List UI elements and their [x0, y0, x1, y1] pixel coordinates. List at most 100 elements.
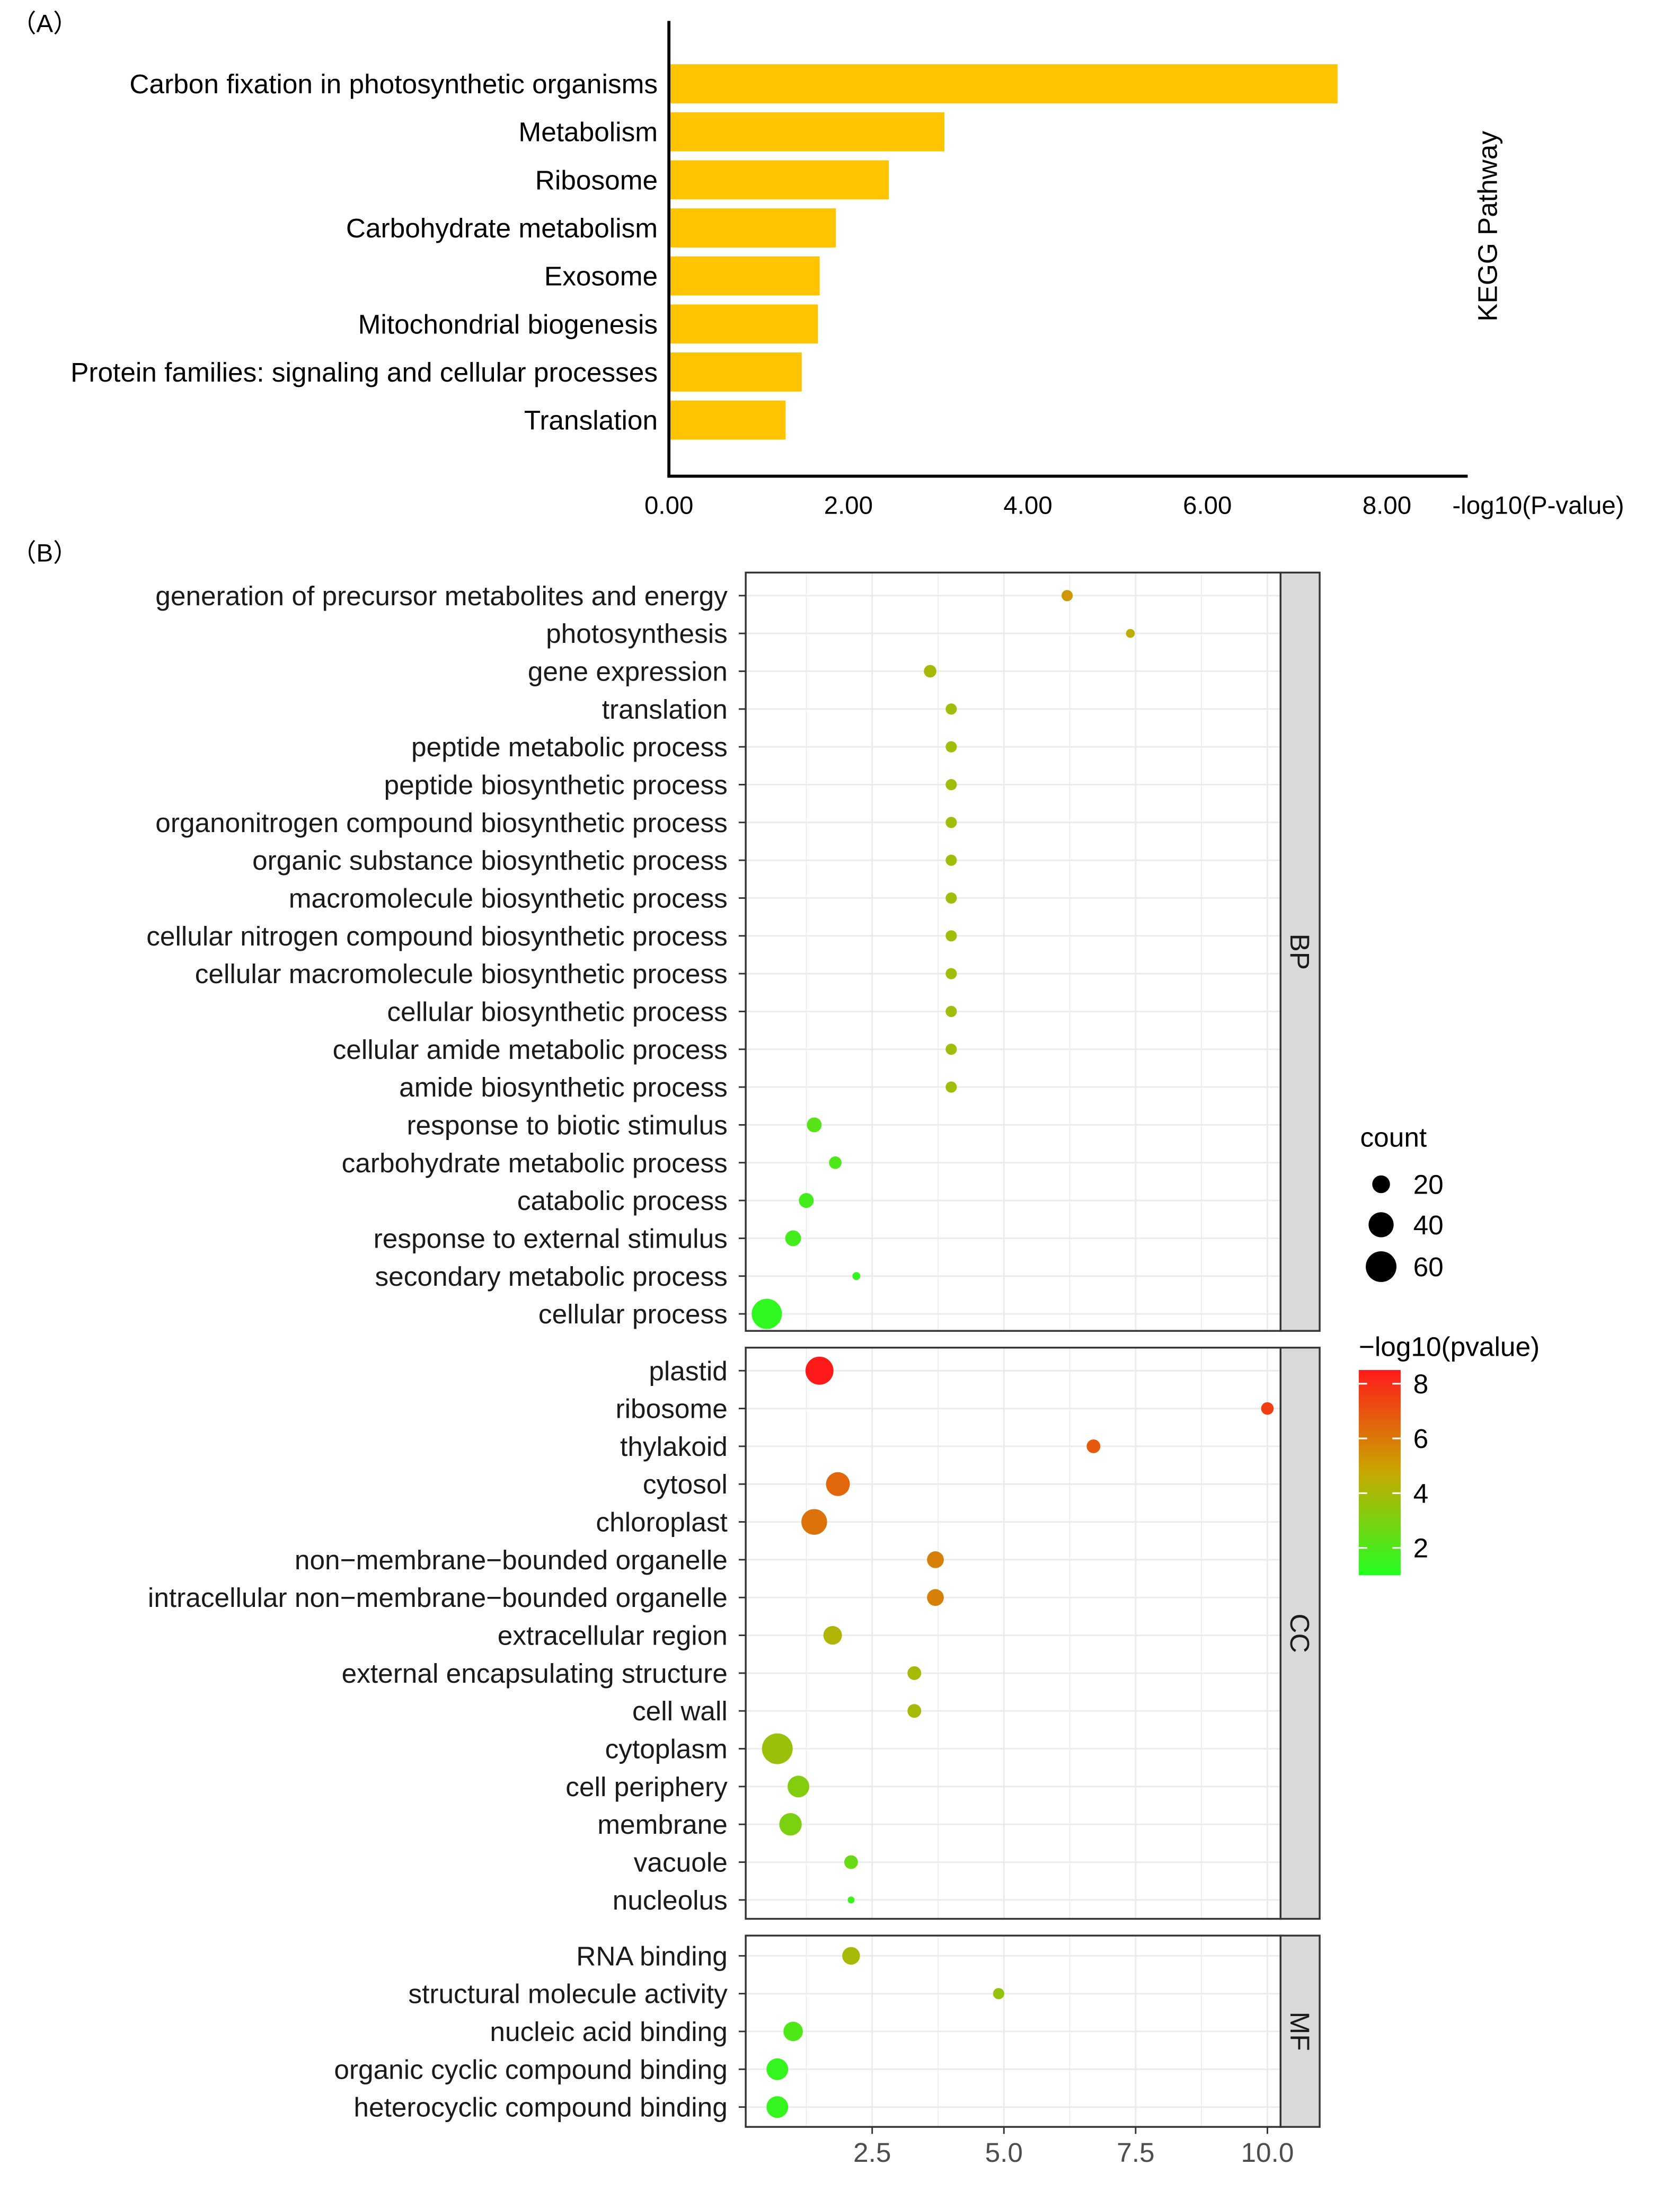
point-response-to-external-stimulus: [785, 1230, 801, 1247]
term-label-external-encapsulating-structure: external encapsulating structure: [342, 1658, 728, 1689]
term-label-organic-substance-biosynthetic-process: organic substance biosynthetic process: [252, 845, 728, 876]
size-legend-label: 60: [1413, 1251, 1444, 1282]
bar-label-ribosome: Ribosome: [535, 164, 658, 195]
bar-label-exosome: Exosome: [544, 261, 658, 291]
term-label-cellular-nitrogen-compound-biosynthetic-process: cellular nitrogen compound biosynthetic …: [146, 921, 728, 951]
point-amide-biosynthetic-process: [945, 1081, 957, 1093]
kegg-x-tick-label: 8.00: [1363, 492, 1411, 520]
bar-metabolism: [669, 112, 945, 152]
term-label-cytoplasm: cytoplasm: [605, 1734, 728, 1764]
bar-ribosome: [669, 160, 889, 200]
panel-b-label: （B）: [11, 539, 78, 567]
term-label-macromolecule-biosynthetic-process: macromolecule biosynthetic process: [289, 882, 728, 913]
term-label-organic-cyclic-compound-binding: organic cyclic compound binding: [334, 2054, 728, 2084]
bar-protein-families-signaling-and-cellular-processes: [669, 352, 802, 392]
point-cytosol: [826, 1472, 850, 1496]
point-thylakoid: [1086, 1439, 1101, 1453]
kegg-x-tick-label: 0.00: [644, 492, 693, 520]
bar-label-metabolism: Metabolism: [518, 117, 658, 147]
term-label-cell-periphery: cell periphery: [565, 1771, 728, 1802]
point-heterocyclic-compound-binding: [766, 2096, 789, 2118]
point-rna-binding: [842, 1947, 860, 1965]
term-label-gene-expression: gene expression: [528, 656, 728, 686]
kegg-x-tick-label: 4.00: [1003, 492, 1052, 520]
color-legend-title: −log10(pvalue): [1359, 1331, 1540, 1362]
point-plastid: [805, 1356, 834, 1385]
size-legend-dot-40: [1368, 1212, 1394, 1238]
point-generation-of-precursor-metabolites-and-energy: [1062, 590, 1073, 602]
color-legend-label: 8: [1413, 1368, 1429, 1399]
bar-label-mitochondrial-biogenesis: Mitochondrial biogenesis: [358, 308, 658, 339]
point-chloroplast: [801, 1509, 827, 1535]
point-organic-substance-biosynthetic-process: [945, 854, 957, 866]
term-label-extracellular-region: extracellular region: [498, 1620, 728, 1651]
bar-carbohydrate-metabolism: [669, 208, 836, 248]
term-label-thylakoid: thylakoid: [620, 1431, 728, 1462]
term-label-cellular-biosynthetic-process: cellular biosynthetic process: [387, 996, 728, 1027]
point-cellular-process: [751, 1298, 782, 1329]
point-photosynthesis: [1126, 629, 1135, 638]
kegg-x-axis-title: -log10(P-value): [1452, 492, 1624, 520]
bar-label-translation: Translation: [524, 405, 658, 436]
kegg-bar-chart: Carbon fixation in photosynthetic organi…: [70, 21, 1624, 520]
size-legend-dot-20: [1372, 1175, 1390, 1194]
point-cellular-amide-metabolic-process: [945, 1044, 957, 1055]
facet-strip: [1279, 1934, 1321, 2128]
term-label-cell-wall: cell wall: [632, 1695, 728, 1726]
point-catabolic-process: [799, 1193, 814, 1208]
point-gene-expression: [924, 665, 936, 678]
size-legend-dot-60: [1366, 1251, 1396, 1282]
point-nucleolus: [847, 1896, 855, 1904]
point-peptide-biosynthetic-process: [945, 779, 957, 791]
kegg-y-axis-title: KEGG Pathway: [1472, 131, 1503, 322]
facet-panel-background: [746, 572, 1281, 1331]
term-label-cytosol: cytosol: [643, 1469, 728, 1499]
color-legend-bar: [1358, 1369, 1401, 1576]
x-tick-label: 10.0: [1241, 2137, 1294, 2168]
kegg-x-tick-label: 6.00: [1183, 492, 1232, 520]
term-label-amide-biosynthetic-process: amide biosynthetic process: [399, 1072, 728, 1102]
point-secondary-metabolic-process: [852, 1272, 861, 1280]
point-intracellular-non-membrane-bounded-organelle: [927, 1589, 944, 1606]
point-cellular-biosynthetic-process: [945, 1005, 957, 1018]
x-tick-label: 7.5: [1117, 2137, 1154, 2168]
term-label-heterocyclic-compound-binding: heterocyclic compound binding: [353, 2092, 727, 2123]
point-cellular-macromolecule-biosynthetic-process: [945, 968, 957, 979]
term-label-response-to-biotic-stimulus: response to biotic stimulus: [406, 1109, 727, 1140]
term-label-ribosome: ribosome: [616, 1393, 728, 1424]
term-label-catabolic-process: catabolic process: [517, 1185, 728, 1216]
term-label-organonitrogen-compound-biosynthetic-process: organonitrogen compound biosynthetic pro…: [155, 807, 728, 838]
facet-strip: [1279, 1347, 1321, 1920]
term-label-vacuole: vacuole: [634, 1847, 728, 1878]
size-legend-label: 40: [1413, 1209, 1444, 1240]
go-dot-plot: generation of precursor metabolites and …: [146, 571, 1540, 2168]
term-label-photosynthesis: photosynthesis: [546, 618, 728, 649]
bar-label-protein-families-signaling-and-cellular-processes: Protein families: signaling and cellular…: [70, 357, 658, 387]
point-ribosome: [1261, 1402, 1274, 1415]
facet-strip-label: MF: [1285, 2012, 1315, 2051]
point-organic-cyclic-compound-binding: [766, 2058, 789, 2080]
point-translation: [945, 703, 957, 715]
term-label-cellular-macromolecule-biosynthetic-process: cellular macromolecule biosynthetic proc…: [195, 958, 728, 989]
term-label-cellular-process: cellular process: [538, 1298, 728, 1329]
term-label-chloroplast: chloroplast: [596, 1507, 727, 1538]
point-cell-wall: [907, 1704, 922, 1718]
point-non-membrane-bounded-organelle: [927, 1551, 944, 1568]
bar-label-carbohydrate-metabolism: Carbohydrate metabolism: [346, 213, 658, 243]
point-external-encapsulating-structure: [907, 1666, 922, 1680]
color-legend-label: 4: [1413, 1478, 1429, 1508]
term-label-peptide-biosynthetic-process: peptide biosynthetic process: [384, 769, 728, 800]
facet-strip-label: CC: [1285, 1614, 1315, 1653]
color-legend-label: 6: [1413, 1423, 1429, 1454]
term-label-nucleolus: nucleolus: [613, 1885, 728, 1915]
term-label-peptide-metabolic-process: peptide metabolic process: [411, 731, 728, 762]
facet-strip: [1279, 571, 1321, 1332]
legends: count 20 40 60 −log10(pvalue) 8 6 4 2: [1358, 1121, 1540, 1576]
x-tick-label: 5.0: [985, 2137, 1023, 2168]
bar-translation: [669, 400, 786, 440]
term-label-carbohydrate-metabolic-process: carbohydrate metabolic process: [342, 1147, 728, 1178]
point-cellular-nitrogen-compound-biosynthetic-process: [945, 930, 957, 942]
point-macromolecule-biosynthetic-process: [945, 892, 957, 904]
point-peptide-metabolic-process: [945, 741, 957, 753]
term-label-cellular-amide-metabolic-process: cellular amide metabolic process: [333, 1034, 728, 1065]
